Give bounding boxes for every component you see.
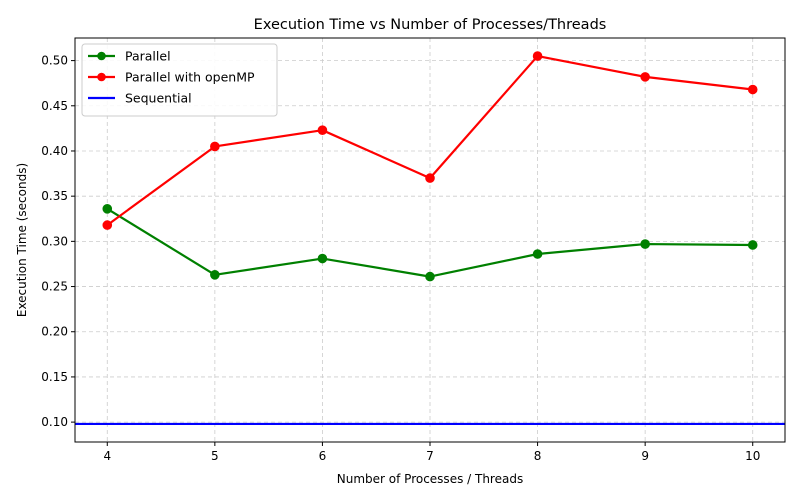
x-tick-label: 6 [319, 449, 327, 463]
data-point-parallel [317, 253, 328, 264]
x-tick-label: 8 [534, 449, 542, 463]
legend-item: Parallel with openMP [88, 70, 255, 85]
legend-item: Parallel [88, 49, 171, 64]
y-tick-label: 0.15 [41, 370, 68, 384]
data-point-parallel-with-openmp [640, 72, 650, 82]
y-axis-label: Execution Time (seconds) [15, 163, 29, 317]
data-point-parallel [210, 269, 220, 280]
chart-title: Execution Time vs Number of Processes/Th… [254, 17, 607, 33]
data-point-parallel-with-openmp [425, 173, 435, 183]
y-tick-label: 0.25 [41, 280, 68, 294]
legend-box [81, 43, 278, 117]
legend: Parallel Parallel with openMP Sequential [81, 43, 278, 117]
x-tick-label: 4 [103, 449, 111, 463]
data-point-parallel [425, 271, 435, 282]
x-tick-label: 5 [211, 449, 219, 463]
x-axis-ticks: 4 5 6 7 8 9 10 [103, 442, 760, 463]
y-axis-ticks: 0.10 0.15 0.20 0.25 0.30 0.35 0.40 0.45 0.50 [41, 54, 75, 429]
data-point-parallel-with-openmp [747, 84, 758, 95]
legend-item: Sequential [88, 91, 192, 106]
series-layer [75, 51, 785, 426]
data-point-parallel-with-openmp [317, 125, 328, 135]
legend-label: Parallel with openMP [125, 70, 255, 85]
legend-swatch-marker [97, 51, 106, 61]
series-parallel [102, 204, 758, 282]
data-point-parallel-with-openmp [532, 51, 543, 61]
data-point-parallel [747, 240, 758, 250]
y-tick-label: 0.30 [41, 234, 68, 248]
legend-label: Sequential [125, 91, 192, 106]
x-axis-label: Number of Processes / Threads [337, 472, 523, 486]
x-tick-label: 9 [641, 449, 649, 463]
y-tick-label: 0.40 [41, 144, 68, 158]
data-point-parallel [532, 249, 543, 259]
legend-swatch-marker [97, 72, 106, 82]
data-point-parallel-with-openmp [102, 220, 113, 230]
y-tick-label: 0.20 [41, 325, 68, 339]
data-point-parallel [640, 239, 650, 249]
legend-label: Parallel [125, 49, 171, 64]
grid [75, 38, 785, 442]
y-tick-label: 0.35 [41, 189, 68, 203]
x-tick-label: 10 [745, 449, 760, 463]
y-tick-label: 0.45 [41, 99, 68, 113]
data-point-parallel-with-openmp [210, 141, 220, 152]
y-tick-label: 0.10 [41, 415, 68, 429]
data-point-parallel [102, 204, 113, 214]
series-parallel-with-openmp [102, 51, 758, 230]
x-tick-label: 7 [426, 449, 434, 463]
y-tick-label: 0.50 [41, 54, 68, 68]
